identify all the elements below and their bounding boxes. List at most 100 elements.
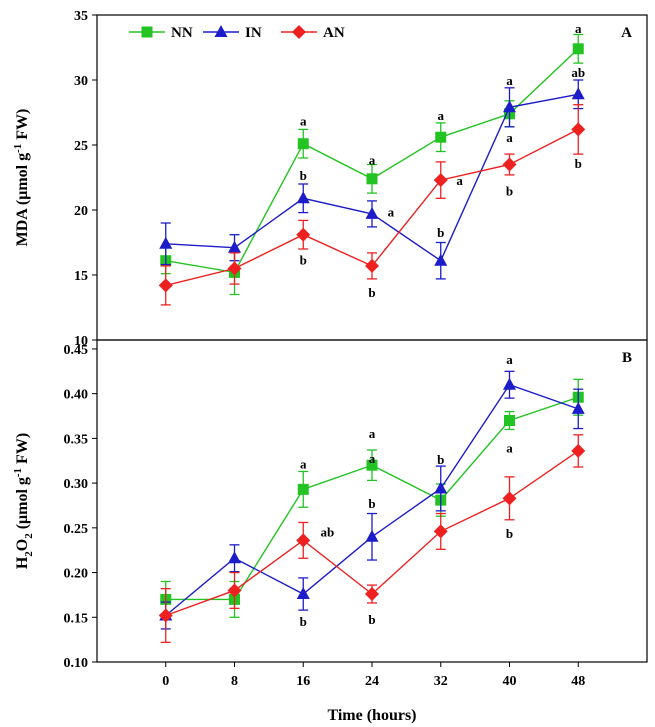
significance-label: a xyxy=(456,173,463,188)
y-axis-title-A: MDA (μmol g-1 FW) xyxy=(12,109,31,247)
y-tick-label: 30 xyxy=(74,74,88,89)
significance-label: b xyxy=(437,452,444,467)
data-point-AN xyxy=(365,587,379,602)
significance-label: b xyxy=(368,496,375,511)
data-point-IN xyxy=(434,481,448,494)
y-tick-label: 0.35 xyxy=(64,432,89,447)
y-tick-label: 0.25 xyxy=(64,522,89,537)
series-AN-B xyxy=(158,434,586,643)
panel-label-B: B xyxy=(622,350,632,366)
significance-label: b xyxy=(368,285,375,300)
y-tick-label: 10 xyxy=(74,334,88,349)
x-tick-label: 24 xyxy=(365,674,379,689)
significance-label: a xyxy=(506,130,513,145)
significance-label: a xyxy=(575,21,582,36)
significance-label: b xyxy=(300,252,307,267)
significance-label: a xyxy=(506,440,513,455)
significance-label: b xyxy=(506,184,513,199)
data-point-IN xyxy=(296,587,310,600)
data-point-NN xyxy=(366,459,378,471)
y-axis-title-part: -1 xyxy=(12,144,24,153)
legend-marker-AN xyxy=(292,25,306,39)
series-AN-A xyxy=(158,104,586,306)
y-tick-label: 25 xyxy=(74,139,88,154)
significance-label: a xyxy=(369,152,376,167)
chart-frames xyxy=(96,14,648,663)
significance-label: a xyxy=(369,426,376,441)
series-IN-A xyxy=(159,79,585,280)
panel-label-A: A xyxy=(621,25,632,41)
y-tick-label: 0.40 xyxy=(64,388,89,403)
data-point-NN xyxy=(572,43,584,55)
data-point-AN xyxy=(433,524,448,539)
x-tick-label: 32 xyxy=(434,674,448,689)
data-point-AN xyxy=(571,122,586,137)
significance-label: a xyxy=(506,352,513,367)
chart-axes xyxy=(92,14,579,667)
x-tick-label: 0 xyxy=(162,674,169,689)
y-axis-title-part: H xyxy=(14,556,31,569)
data-point-IN xyxy=(296,191,310,204)
legend-label-AN: AN xyxy=(323,25,345,41)
significance-label: b xyxy=(437,225,444,240)
significance-label: ab xyxy=(571,65,585,80)
legend-label-IN: IN xyxy=(245,25,262,41)
significance-label: a xyxy=(388,204,395,219)
y-axis-title-part: FW) xyxy=(14,433,31,468)
y-axis-title-part: FW) xyxy=(14,109,31,144)
x-tick-label: 8 xyxy=(231,674,238,689)
significance-label: b xyxy=(506,526,513,541)
data-point-AN xyxy=(571,443,586,458)
data-point-IN xyxy=(571,87,585,100)
y-tick-label: 0.20 xyxy=(64,567,89,582)
data-point-IN xyxy=(365,529,379,542)
significance-label: b xyxy=(300,168,307,183)
significance-label: ab xyxy=(320,524,334,539)
data-point-AN xyxy=(433,173,448,188)
significance-label: b xyxy=(300,614,307,629)
chart-series xyxy=(158,33,586,643)
data-point-AN xyxy=(158,278,173,293)
y-tick-label: 15 xyxy=(74,269,88,284)
significance-label: a xyxy=(438,108,445,123)
y-tick-label: 20 xyxy=(74,204,88,219)
significance-label: a xyxy=(369,451,376,466)
data-point-AN xyxy=(365,258,379,273)
y-tick-label: 0.45 xyxy=(64,343,89,358)
y-axis-title-part: MDA (μmol g xyxy=(14,153,31,247)
data-point-AN xyxy=(158,608,173,623)
y-axis-title-part: 2 xyxy=(23,533,35,539)
data-point-NN xyxy=(297,138,309,150)
y-axis-title-B: H2O2 (μmol g-1 FW) xyxy=(12,433,35,569)
y-tick-label: 0.10 xyxy=(64,656,89,671)
data-point-IN xyxy=(365,206,379,219)
y-tick-label: 0.15 xyxy=(64,611,89,626)
y-axis-title-part: O xyxy=(14,539,31,551)
data-point-IN xyxy=(159,236,173,249)
y-axis-title-part: (μmol g xyxy=(14,477,31,533)
data-point-IN xyxy=(503,100,516,113)
data-point-NN xyxy=(297,483,309,495)
data-point-IN xyxy=(503,377,516,390)
legend: NN IN AN xyxy=(129,25,345,41)
x-tick-label: 16 xyxy=(296,674,310,689)
y-tick-label: 35 xyxy=(74,9,88,24)
data-point-AN xyxy=(227,583,242,598)
legend-label-NN: NN xyxy=(171,25,193,41)
data-point-AN xyxy=(296,227,311,242)
x-axis-title: Time (hours) xyxy=(327,707,416,724)
y-axis-title-part: -1 xyxy=(12,468,24,477)
y-tick-label: 0.30 xyxy=(64,477,89,492)
x-tick-label: 40 xyxy=(503,674,517,689)
data-point-IN xyxy=(434,253,448,266)
legend-marker-IN xyxy=(214,25,228,37)
significance-label: b xyxy=(368,612,375,627)
data-point-IN xyxy=(228,240,241,253)
y-axis-title-part: 2 xyxy=(23,551,35,557)
x-tick-label: 48 xyxy=(571,674,585,689)
data-point-IN xyxy=(571,401,585,414)
legend-marker-NN xyxy=(141,26,153,38)
significance-label: a xyxy=(300,113,307,128)
